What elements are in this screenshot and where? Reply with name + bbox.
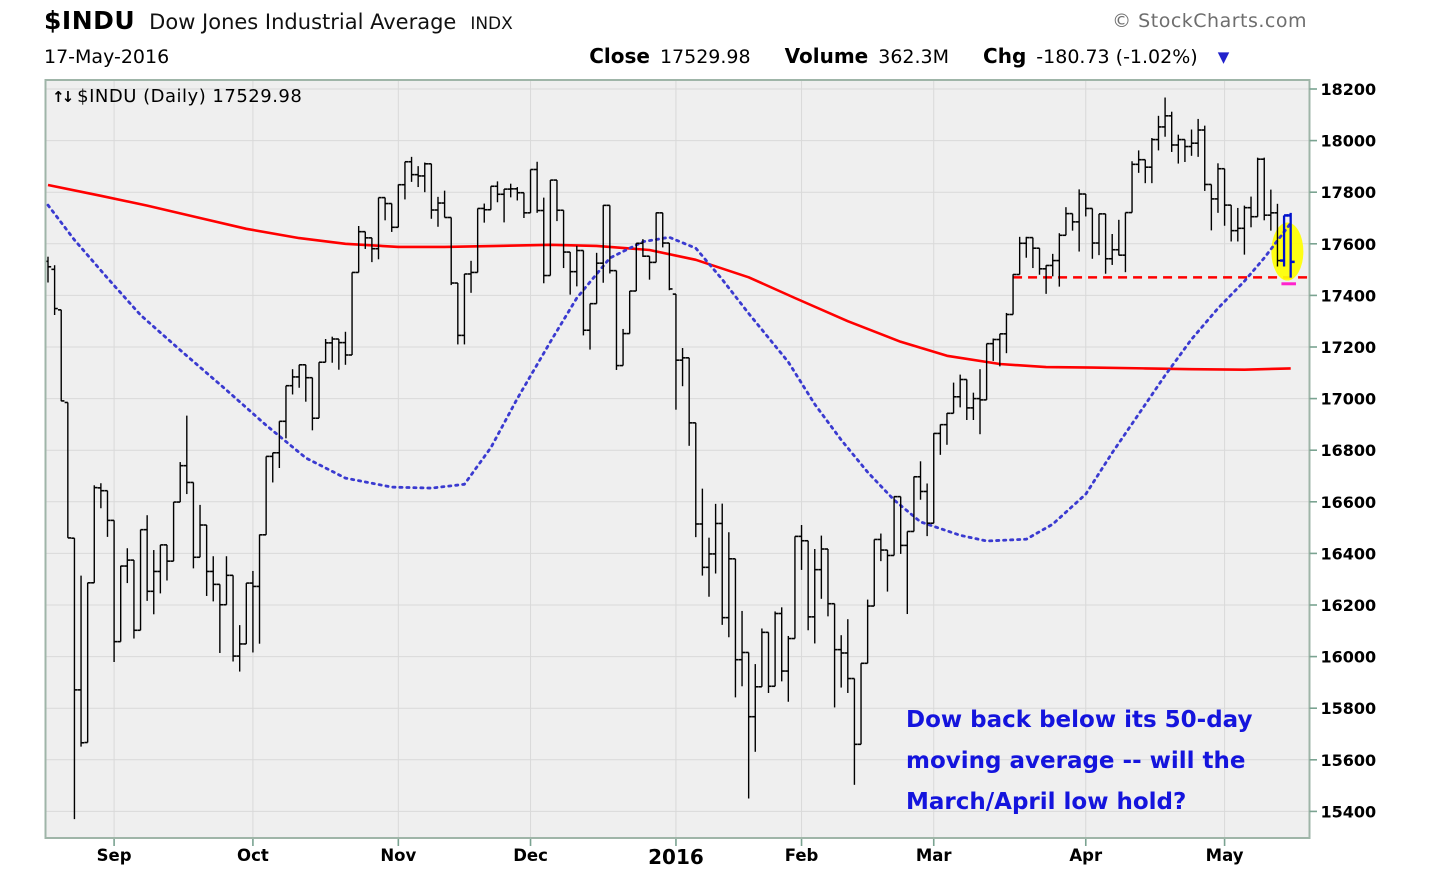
x-axis-year-label: 2016 <box>648 845 704 869</box>
legend-text: $INDU (Daily) 17529.98 <box>77 86 303 107</box>
plot-background <box>45 80 1310 838</box>
change-label: Chg <box>983 44 1027 68</box>
change-down-triangle-icon: ▼ <box>1217 48 1230 66</box>
quote-summary-row: 17-May-2016 Close 17529.98 Volume 362.3M… <box>44 44 1310 68</box>
plot-frame <box>44 79 1311 839</box>
y-axis-label: 15400 <box>1321 802 1377 821</box>
y-axis-label: 16600 <box>1321 493 1377 512</box>
ma50-dotted-line <box>46 203 1293 543</box>
x-axis-month-label: Mar <box>916 846 953 865</box>
volume-label: Volume <box>784 44 869 68</box>
y-axis-label: 15800 <box>1321 699 1377 718</box>
y-axis-label: 17600 <box>1321 235 1377 254</box>
y-axis-label: 16000 <box>1321 648 1377 667</box>
x-axis-month-label: Nov <box>380 846 416 865</box>
ticker-symbol: $INDU <box>44 6 136 35</box>
analyst-annotation: Dow back below its 50-day moving average… <box>906 700 1252 823</box>
y-axis-label: 18000 <box>1321 132 1377 151</box>
plot-legend: ↑↓ $INDU (Daily) 17529.98 <box>52 86 302 107</box>
x-axis-month-label: May <box>1206 846 1244 865</box>
x-axis-month-label: Sep <box>97 846 132 865</box>
x-axis-month-label: Dec <box>513 846 548 865</box>
ma200-line <box>47 183 1291 372</box>
y-axis-label: 16200 <box>1321 596 1377 615</box>
quote-date: 17-May-2016 <box>44 46 170 68</box>
x-axis-month-label: Apr <box>1069 846 1103 865</box>
instrument-name: Dow Jones Industrial Average <box>149 10 457 34</box>
y-axis-label: 17000 <box>1321 390 1377 409</box>
highlight-ellipse <box>1271 222 1304 281</box>
y-axis-label: 17400 <box>1321 286 1377 305</box>
volume-value: 362.3M <box>878 46 950 68</box>
annotation-line: Dow back below its 50-day <box>906 707 1253 733</box>
annotation-line: moving average -- will the <box>906 748 1246 774</box>
annotation-line: March/April low hold? <box>906 789 1187 815</box>
x-axis-month-label: Feb <box>785 846 819 865</box>
y-axis-label: 15600 <box>1321 751 1377 770</box>
y-axis-label: 18200 <box>1321 80 1377 99</box>
updown-arrows-icon: ↑↓ <box>52 87 74 106</box>
chart-header: $INDU Dow Jones Industrial Average INDX <box>44 6 513 35</box>
copyright-text: © StockCharts.com <box>1112 10 1307 32</box>
close-label: Close <box>589 44 650 68</box>
close-value: 17529.98 <box>659 46 751 68</box>
x-axis-month-label: Oct <box>237 846 269 865</box>
change-value: -180.73 (-1.02%) <box>1036 46 1198 68</box>
y-axis-label: 17800 <box>1321 183 1377 202</box>
y-axis-label: 16800 <box>1321 441 1377 460</box>
exchange-label: INDX <box>470 14 513 34</box>
y-axis-label: 17200 <box>1321 338 1377 357</box>
y-axis-label: 16400 <box>1321 544 1377 563</box>
